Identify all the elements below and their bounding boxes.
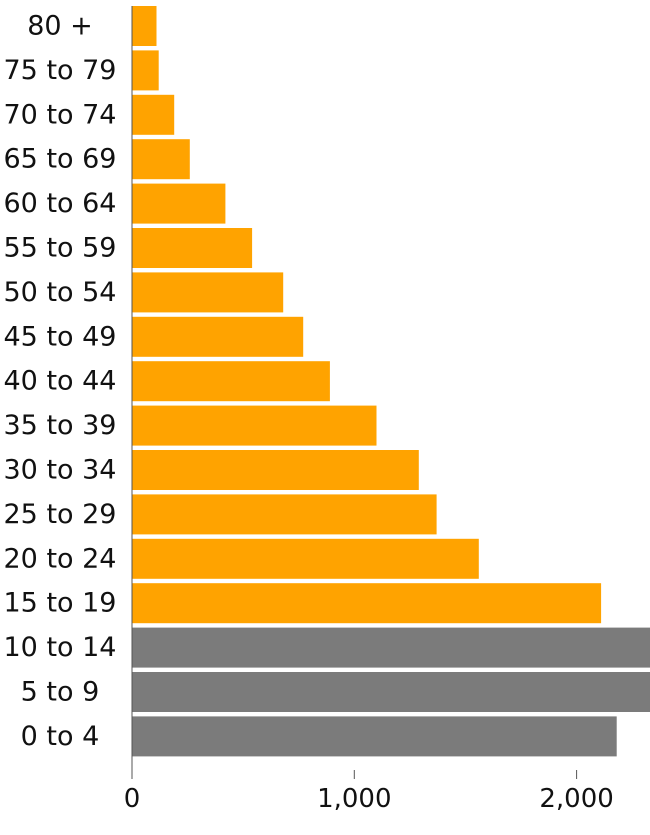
- bar-3: [132, 139, 190, 180]
- category-label-0: 80 +: [27, 11, 93, 42]
- category-label-14: 10 to 14: [4, 632, 117, 663]
- x-axis-ticks-group: 0 1,000 2,000: [124, 770, 614, 814]
- bar-6: [132, 272, 284, 313]
- bar-9: [132, 405, 377, 446]
- bar-5: [132, 228, 253, 268]
- category-label-11: 25 to 29: [4, 499, 117, 530]
- bar-16: [132, 716, 617, 757]
- bar-15: [132, 672, 650, 712]
- x-tick-label-2: 2,000: [539, 784, 613, 814]
- bar-2: [132, 94, 175, 135]
- bar-13: [132, 583, 602, 624]
- bar-10: [132, 450, 419, 490]
- category-label-13: 15 to 19: [4, 588, 117, 619]
- bars-group: [132, 6, 650, 757]
- category-label-3: 65 to 69: [4, 144, 117, 175]
- bar-1: [132, 50, 159, 91]
- category-label-10: 30 to 34: [4, 455, 117, 486]
- category-label-1: 75 to 79: [4, 55, 117, 86]
- category-label-6: 50 to 54: [4, 277, 117, 308]
- category-label-4: 60 to 64: [4, 188, 117, 219]
- bar-0: [132, 6, 157, 46]
- bar-4: [132, 183, 226, 224]
- category-label-9: 35 to 39: [4, 410, 117, 441]
- category-label-16: 0 to 4: [21, 721, 100, 752]
- x-tick-label-1: 1,000: [317, 784, 391, 814]
- bar-14: [132, 627, 650, 668]
- category-label-8: 40 to 44: [4, 366, 117, 397]
- category-label-12: 20 to 24: [4, 543, 117, 574]
- bar-11: [132, 494, 437, 535]
- bar-12: [132, 538, 479, 579]
- category-label-15: 5 to 9: [21, 677, 100, 708]
- x-tick-label-0: 0: [124, 784, 141, 814]
- category-label-2: 70 to 74: [4, 99, 117, 130]
- category-label-7: 45 to 49: [4, 321, 117, 352]
- bar-8: [132, 361, 330, 402]
- category-labels-group: 80 + 75 to 79 70 to 74 65 to 69 60 to 64 55 t…: [4, 11, 117, 752]
- bar-7: [132, 316, 304, 357]
- category-label-5: 55 to 59: [4, 233, 117, 264]
